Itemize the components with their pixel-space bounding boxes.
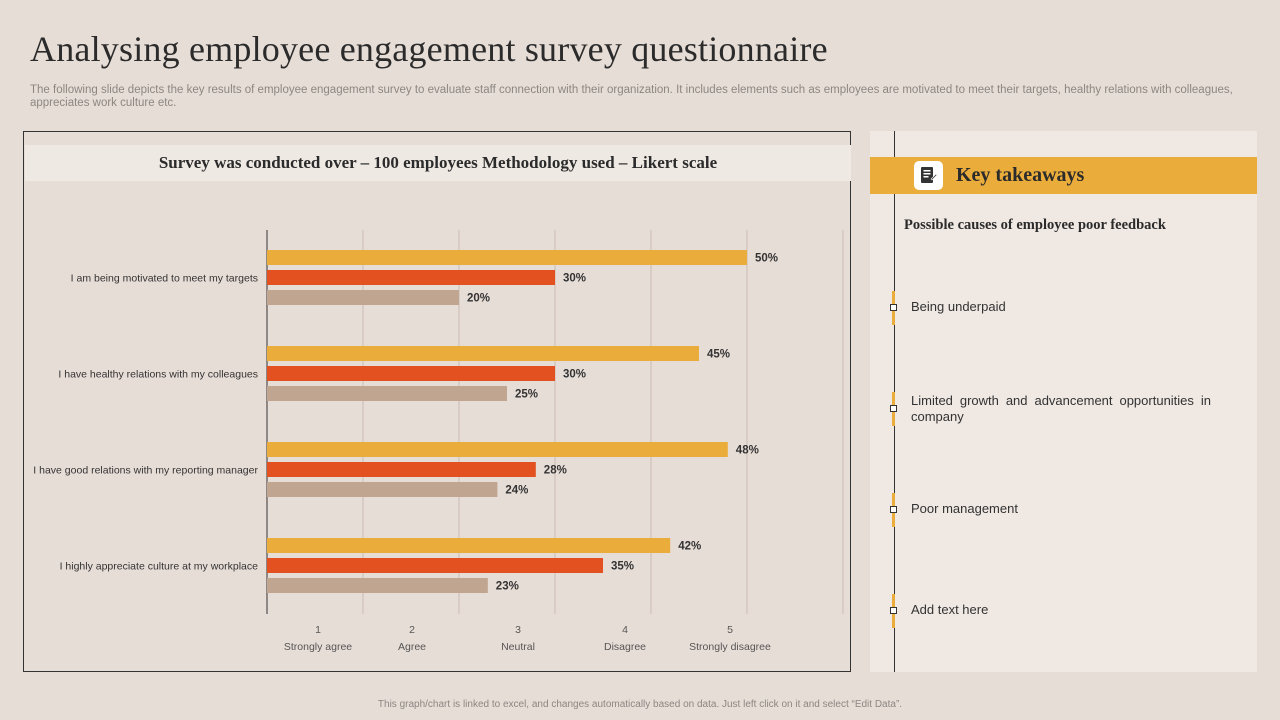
bar [267, 290, 459, 305]
category-label: I highly appreciate culture at my workpl… [60, 561, 259, 573]
bullet-marker [890, 304, 897, 311]
data-label: 45% [707, 349, 730, 361]
x-tick-label: Strongly agree [284, 641, 352, 653]
x-tick-label: Neutral [501, 641, 535, 653]
x-tick-number: 3 [515, 624, 521, 636]
footer-note: This graph/chart is linked to excel, and… [377, 699, 903, 710]
takeaway-item-text: Being underpaid [911, 299, 1006, 314]
category-label: I have healthy relations with my colleag… [58, 369, 258, 381]
takeaway-item-text: Limited growth and advancement opportuni… [911, 393, 1211, 424]
bar [267, 558, 603, 573]
data-label: 30% [563, 369, 586, 381]
x-tick-number: 1 [315, 624, 321, 636]
data-label: 20% [467, 293, 490, 305]
data-label: 24% [505, 485, 528, 497]
bar [267, 250, 747, 265]
bullet-marker [890, 405, 897, 412]
x-tick-label: Agree [398, 641, 426, 653]
category-label: I am being motivated to meet my targets [71, 273, 258, 285]
x-tick-number: 2 [409, 624, 415, 636]
bar [267, 482, 498, 497]
x-tick-number: 5 [727, 624, 733, 636]
document-icon [914, 161, 943, 190]
category-label: I have good relations with my reporting … [33, 465, 258, 477]
takeaway-item-text: Poor management [911, 501, 1018, 516]
data-label: 35% [611, 561, 634, 573]
takeaway-item-text: Add text here [911, 602, 989, 617]
bullet-marker [890, 607, 897, 614]
x-tick-number: 4 [622, 624, 628, 636]
bullet-marker [890, 506, 897, 513]
bar [267, 538, 671, 553]
data-label: 42% [678, 541, 701, 553]
data-label: 50% [755, 253, 778, 265]
data-label: 30% [563, 273, 586, 285]
takeaways-panel: Key takeaways Possible causes of employe… [870, 131, 1257, 672]
bar [267, 346, 699, 361]
bar [267, 366, 555, 381]
x-tick-label: Disagree [604, 641, 646, 653]
data-label: 48% [736, 445, 759, 457]
page-title: Analysing employee engagement survey que… [30, 29, 828, 69]
data-label: 28% [544, 465, 567, 477]
chart-panel: Survey was conducted over – 100 employee… [23, 131, 851, 672]
causes-heading: Possible causes of employee poor feedbac… [904, 217, 1166, 233]
bar [267, 386, 507, 401]
chart-header: Survey was conducted over – 100 employee… [25, 145, 851, 181]
bar [267, 442, 728, 457]
bar [267, 270, 555, 285]
bar [267, 578, 488, 593]
page-subtitle: The following slide depicts the key resu… [30, 84, 1233, 109]
takeaways-title: Key takeaways [956, 164, 1085, 186]
data-label: 25% [515, 389, 538, 401]
bar-chart: I am being motivated to meet my targets 5… [33, 230, 844, 653]
bar [267, 462, 536, 477]
x-tick-label: Strongly disagree [689, 641, 771, 653]
takeaways-banner: Key takeaways [870, 157, 1257, 194]
data-label: 23% [496, 581, 519, 593]
